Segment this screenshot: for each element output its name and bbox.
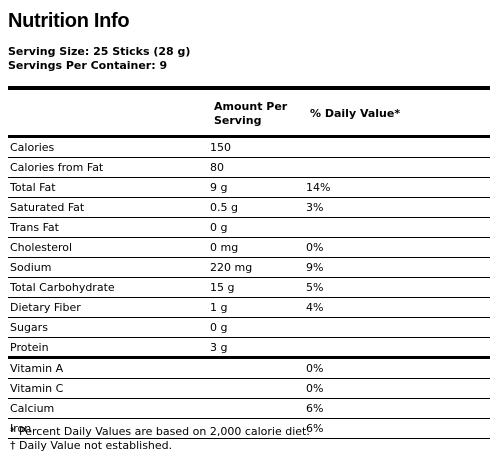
nutrient-name: Sodium <box>10 261 52 274</box>
nutrient-amount: 80 <box>210 161 224 174</box>
nutrient-amount: 1 g <box>210 301 228 314</box>
nutrient-amount: 0 mg <box>210 241 239 254</box>
nutrient-amount: 0 g <box>210 321 228 334</box>
table-row: Dietary Fiber 1 g 4% <box>8 298 490 318</box>
nutrition-table: Calories 150 Calories from Fat 80 Total … <box>8 135 490 439</box>
nutrient-name: Calories from Fat <box>10 161 104 174</box>
nutrient-amount: 0.5 g <box>210 201 238 214</box>
nutrient-daily-value: 0% <box>306 362 324 375</box>
footnote-not-established: † Daily Value not established. <box>10 439 173 452</box>
nutrient-name: Iron <box>10 422 32 435</box>
nutrient-name: Calcium <box>10 402 55 415</box>
nutrient-name: Protein <box>10 341 49 354</box>
table-row: Vitamin A 0% <box>8 359 490 379</box>
nutrient-amount: 150 <box>210 141 231 154</box>
nutrient-daily-value: 0% <box>306 241 324 254</box>
table-row: Protein 3 g <box>8 338 490 359</box>
header-divider <box>8 86 490 90</box>
nutrient-name: Sugars <box>10 321 48 334</box>
nutrient-daily-value: 9% <box>306 261 324 274</box>
footnotes: * Percent Daily Values are based on 2,00… <box>10 425 310 453</box>
nutrient-daily-value: 6% <box>306 402 324 415</box>
nutrient-name: Calories <box>10 141 55 154</box>
nutrient-amount: 220 mg <box>210 261 253 274</box>
nutrient-amount: 0 g <box>210 221 228 234</box>
nutrient-daily-value: 14% <box>306 181 331 194</box>
table-row: Total Fat 9 g 14% <box>8 178 490 198</box>
nutrient-name: Total Fat <box>10 181 56 194</box>
table-row: Calories from Fat 80 <box>8 158 490 178</box>
servings-per-container: Servings Per Container: 9 <box>8 59 168 72</box>
table-row: Saturated Fat 0.5 g 3% <box>8 198 490 218</box>
nutrient-name: Vitamin A <box>10 362 64 375</box>
nutrient-daily-value: 0% <box>306 382 324 395</box>
nutrient-name: Vitamin C <box>10 382 64 395</box>
nutrient-name: Trans Fat <box>10 221 59 234</box>
nutrient-daily-value: 3% <box>306 201 324 214</box>
page-title: Nutrition Info <box>8 10 130 32</box>
nutrient-daily-value: 4% <box>306 301 324 314</box>
table-row: Vitamin C 0% <box>8 379 490 399</box>
nutrient-daily-value: 5% <box>306 281 324 294</box>
table-row: Calories 150 <box>8 138 490 158</box>
serving-size: Serving Size: 25 Sticks (28 g) <box>8 45 191 58</box>
nutrient-name: Dietary Fiber <box>10 301 81 314</box>
table-row: Total Carbohydrate 15 g 5% <box>8 278 490 298</box>
nutrient-amount: 3 g <box>210 341 228 354</box>
table-row: Iron 6% <box>8 419 490 439</box>
table-row: Trans Fat 0 g <box>8 218 490 238</box>
nutrient-name: Saturated Fat <box>10 201 85 214</box>
footnote-daily-values: * Percent Daily Values are based on 2,00… <box>10 425 310 438</box>
nutrient-name: Cholesterol <box>10 241 73 254</box>
table-row: Sugars 0 g <box>8 318 490 338</box>
table-row: Cholesterol 0 mg 0% <box>8 238 490 258</box>
column-header-daily-value: % Daily Value* <box>310 107 401 120</box>
nutrient-name: Total Carbohydrate <box>10 281 115 294</box>
table-row: Sodium 220 mg 9% <box>8 258 490 278</box>
column-header-amount: Amount Per Serving <box>214 100 288 127</box>
table-row: Calcium 6% <box>8 399 490 419</box>
nutrient-daily-value: 6% <box>306 422 324 435</box>
nutrient-amount: 9 g <box>210 181 228 194</box>
nutrient-amount: 15 g <box>210 281 235 294</box>
